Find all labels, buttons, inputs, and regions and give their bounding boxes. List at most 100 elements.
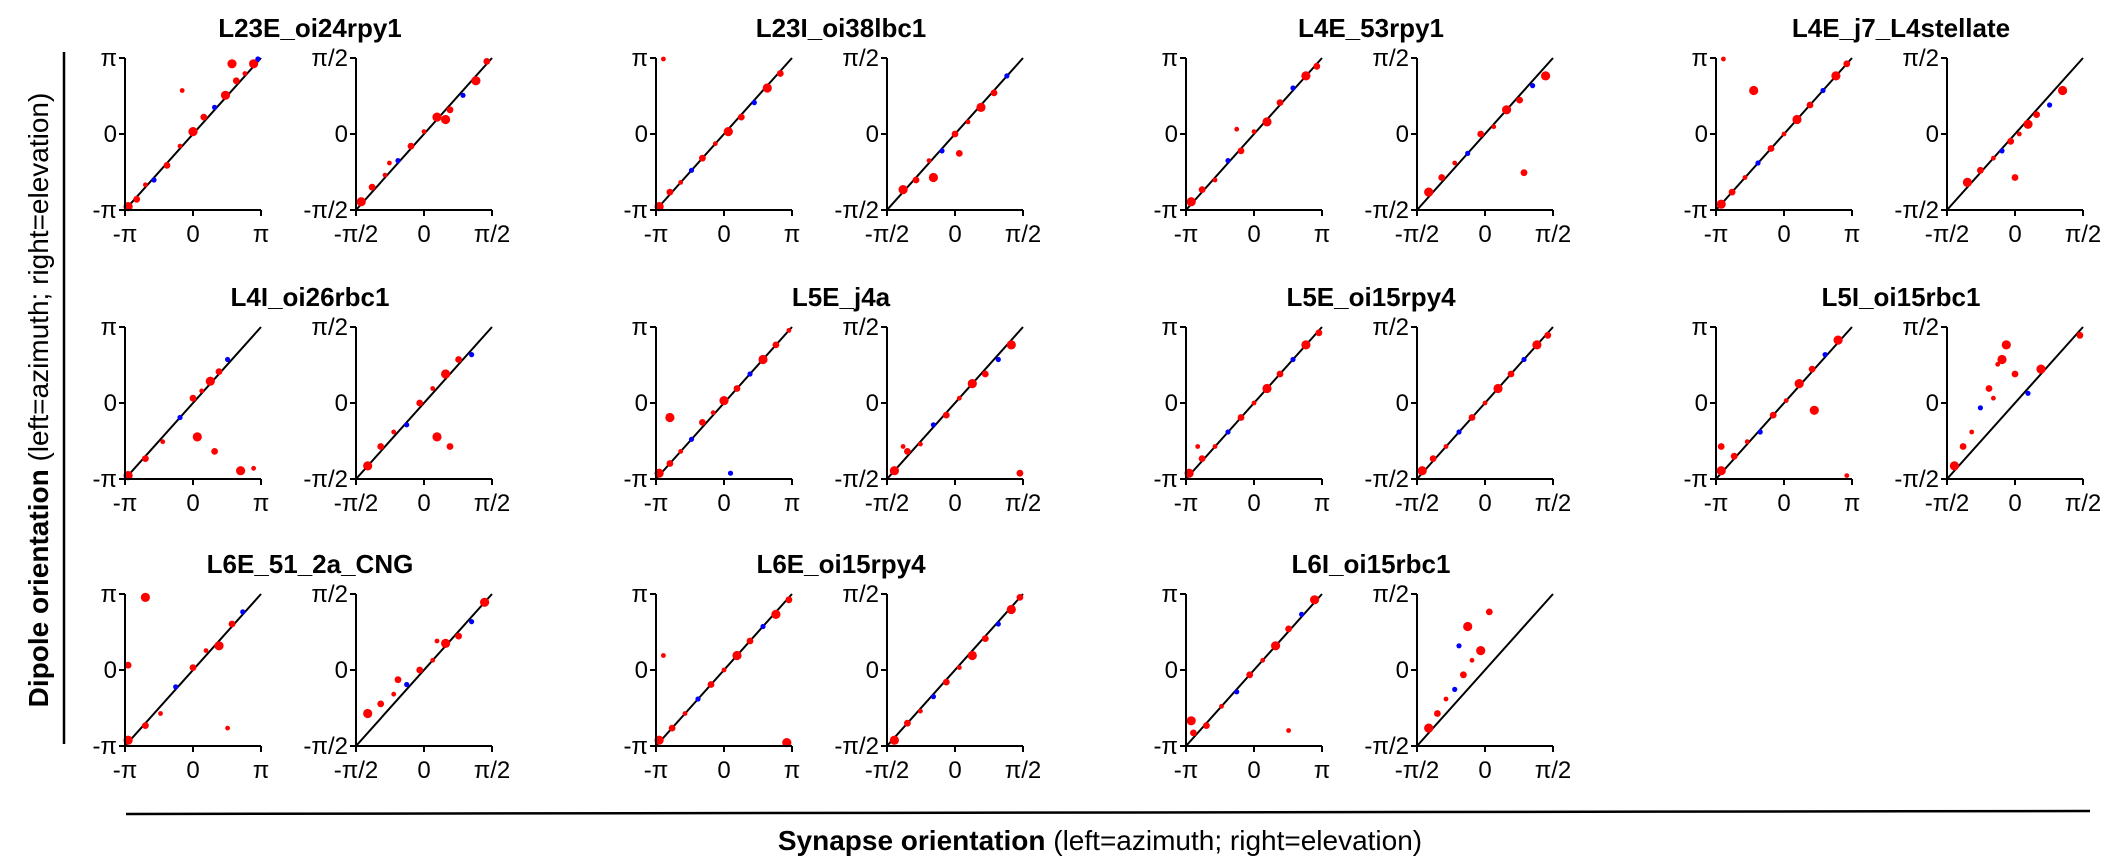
scatter-point <box>416 666 424 674</box>
identity-line <box>1416 57 1554 211</box>
scatter-point <box>1843 60 1851 68</box>
y-tick-label: π/2 <box>311 581 348 608</box>
scatter-point <box>228 620 236 628</box>
scatter-point <box>1195 444 1201 449</box>
scatter-point <box>189 664 197 671</box>
y-tick-label: π/2 <box>1902 45 1939 72</box>
y-tick-label: 0 <box>1396 121 1409 148</box>
y-tick-label: 0 <box>1165 657 1178 684</box>
identity-line <box>124 326 262 480</box>
scatter-point <box>1502 105 1512 115</box>
scatter-point <box>1262 383 1272 394</box>
scatter-point <box>981 370 989 378</box>
scatter-point <box>990 89 998 97</box>
scatter-point <box>995 621 1001 627</box>
x-tick-label: 0 <box>717 221 730 248</box>
x-tick-label: π <box>1314 221 1331 248</box>
scatter-point <box>430 657 436 663</box>
scatter-point <box>967 379 977 389</box>
x-tick-label: 0 <box>1777 490 1790 517</box>
scatter-point <box>772 341 780 349</box>
scatter-point <box>1246 671 1254 679</box>
scatter-point <box>142 722 149 729</box>
scatter-point <box>391 429 397 435</box>
y-tick-label: -π/2 <box>1894 197 1939 224</box>
identity-line <box>1946 57 2084 211</box>
x-tick-label: -π <box>1174 221 1199 248</box>
scatter-point <box>200 113 208 121</box>
y-tick-label: π <box>100 581 117 608</box>
chart-L6E_51_2a_CNG: L6E_51_2a_CNG -π 0 π -π 0 π -π/2 0 π/2 -π/2 0 π/2 <box>92 549 510 784</box>
scatter-point <box>2023 119 2033 129</box>
scatter-point <box>455 632 462 640</box>
azimuth-panel: -π 0 π -π 0 π <box>1153 45 1330 248</box>
scatter-point <box>1234 126 1240 132</box>
scatter-point <box>1544 331 1552 339</box>
y-tick-label: π <box>100 314 117 341</box>
scatter-point <box>404 681 410 688</box>
identity-line <box>1185 593 1323 747</box>
scatter-point <box>981 635 989 642</box>
scatter-point <box>665 412 675 423</box>
subplot-title: L5E_oi15rpy4 <box>1286 282 1456 312</box>
scatter-point <box>1969 429 1975 435</box>
scatter-point <box>1186 197 1196 207</box>
scatter-point <box>1212 177 1218 183</box>
scatter-point <box>1716 199 1726 209</box>
scatter-point <box>1198 455 1206 462</box>
x-tick-label: π/2 <box>2065 221 2102 248</box>
scatter-point <box>1485 608 1493 616</box>
elevation-panel: -π/2 0 π/2 -π/2 0 π/2 <box>1894 45 2101 248</box>
x-tick-label: 0 <box>2008 490 2021 517</box>
scatter-point <box>211 448 219 455</box>
scatter-point <box>1315 329 1323 337</box>
x-tick-label: π <box>784 757 801 784</box>
scatter-point <box>142 455 149 462</box>
scatter-point <box>1460 671 1467 679</box>
chart-L5E_j4a: L5E_j4a -π 0 π -π 0 π -π/2 0 π/2 -π/2 0 π/2 <box>623 282 1041 517</box>
scatter-point <box>1491 124 1497 130</box>
scatter-point <box>189 394 197 402</box>
y-tick-label: -π <box>623 733 648 760</box>
scatter-point <box>1203 722 1210 729</box>
y-tick-label: 0 <box>635 657 648 684</box>
identity-line <box>1946 326 2084 480</box>
y-axis-label-rest: (left=azimuth; right=elevation) <box>23 93 54 462</box>
scatter-point <box>1716 466 1726 476</box>
scatter-point <box>215 368 223 375</box>
scatter-point <box>1004 73 1010 79</box>
x-tick-label: -π <box>1704 490 1729 517</box>
azimuth-panel: -π 0 π -π 0 π <box>92 45 269 248</box>
scatter-point <box>188 127 198 137</box>
scatter-point <box>143 182 148 188</box>
scatter-point <box>733 385 741 392</box>
scatter-point <box>251 465 256 471</box>
x-tick-label: -π <box>113 757 138 784</box>
y-tick-label: 0 <box>1926 121 1939 148</box>
scatter-point <box>432 432 442 442</box>
scatter-point <box>1477 130 1485 138</box>
scatter-point <box>1949 461 1959 471</box>
scatter-point <box>1424 187 1434 197</box>
y-tick-label: π <box>631 45 648 72</box>
scatter-point <box>460 92 466 98</box>
y-tick-label: 0 <box>1396 390 1409 417</box>
scatter-point <box>471 76 481 86</box>
scatter-point <box>1299 611 1305 618</box>
scatter-point <box>918 441 923 447</box>
x-tick-label: -π/2 <box>1395 490 1440 517</box>
scatter-point <box>1285 625 1292 633</box>
scatter-point <box>1962 177 1972 187</box>
y-tick-label: π/2 <box>1372 314 1409 341</box>
scatter-point <box>2025 390 2031 396</box>
subplot-title: L6E_oi15rpy4 <box>756 549 926 579</box>
scatter-point <box>1198 186 1206 194</box>
subplot-title: L4E_j7_L4stellate <box>1792 13 2010 43</box>
x-tick-label: -π/2 <box>865 221 910 248</box>
y-tick-label: π/2 <box>842 45 879 72</box>
scatter-point <box>421 129 427 135</box>
x-tick-label: π/2 <box>1535 757 1572 784</box>
y-tick-label: π <box>1691 45 1708 72</box>
elevation-panel: -π/2 0 π/2 -π/2 0 π/2 <box>834 314 1041 517</box>
scatter-point <box>404 422 410 428</box>
